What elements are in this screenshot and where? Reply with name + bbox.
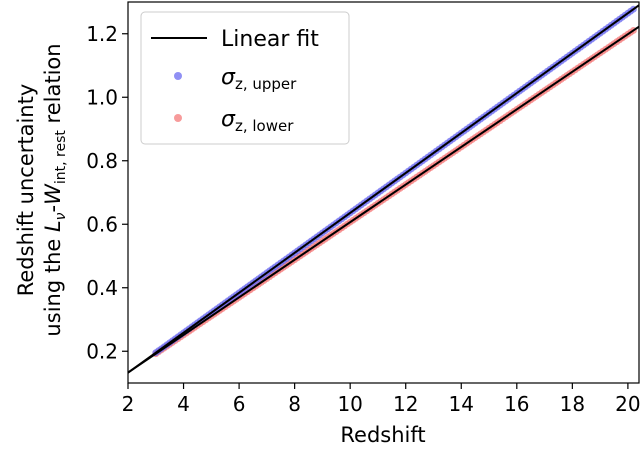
legend-fit-label: Linear fit bbox=[221, 27, 319, 52]
legend-lower-label: σz, lower bbox=[221, 107, 294, 135]
x-axis-label: Redshift bbox=[340, 423, 425, 447]
plot-frame bbox=[127, 1, 640, 384]
ylabel-W: W bbox=[41, 183, 65, 205]
x-tick-label: 12 bbox=[393, 392, 418, 416]
x-tick-label: 10 bbox=[337, 392, 362, 416]
x-tick-label: 18 bbox=[560, 392, 585, 416]
legend-upper-label: σz, upper bbox=[221, 65, 297, 93]
ylabel-suffix: relation bbox=[41, 43, 65, 130]
x-tick-label: 2 bbox=[122, 392, 135, 416]
y-axis-label: Redshift uncertainty using the Lν-Wint, … bbox=[14, 43, 69, 336]
ylabel-L: L bbox=[41, 220, 65, 232]
x-tick-label: 6 bbox=[233, 392, 246, 416]
ylabel-nu: ν bbox=[53, 212, 69, 220]
x-axis-ticks: 2 4 6 8 10 12 14 16 18 20 bbox=[122, 383, 641, 416]
x-tick-label: 14 bbox=[449, 392, 474, 416]
x-tick-label: 8 bbox=[288, 392, 301, 416]
fit-line-lower_fit bbox=[127, 25, 640, 374]
y-axis-label-line2: using the Lν-Wint, rest relation bbox=[41, 43, 69, 336]
fit-line-upper_fit bbox=[127, 4, 640, 374]
x-tick-label: 20 bbox=[615, 392, 640, 416]
y-tick-label: 0.8 bbox=[86, 149, 118, 173]
y-tick-label: 1.2 bbox=[86, 22, 118, 46]
fit-lines bbox=[127, 4, 640, 374]
ylabel-dash: - bbox=[41, 205, 65, 213]
legend: Linear fit σz, upper σz, lower bbox=[140, 11, 350, 145]
x-tick-label: 16 bbox=[504, 392, 529, 416]
y-axis-label-line1: Redshift uncertainty bbox=[14, 84, 38, 297]
legend-upper-marker bbox=[174, 72, 182, 80]
y-tick-label: 0.2 bbox=[86, 339, 118, 363]
ylabel-w-sub: int, rest bbox=[53, 130, 69, 185]
y-tick-label: 0.6 bbox=[86, 212, 118, 236]
legend-lower-sub: z, lower bbox=[235, 117, 294, 135]
y-tick-label: 1.0 bbox=[86, 85, 118, 109]
legend-lower-sigma: σ bbox=[221, 107, 236, 132]
legend-box bbox=[140, 11, 350, 145]
y-axis-ticks: 0.2 0.4 0.6 0.8 1.0 1.2 bbox=[86, 22, 128, 363]
legend-upper-sub: z, upper bbox=[235, 75, 297, 93]
x-tick-label: 4 bbox=[177, 392, 190, 416]
ylabel-prefix: using the bbox=[41, 232, 65, 337]
legend-lower-marker bbox=[174, 114, 182, 122]
legend-upper-sigma: σ bbox=[221, 65, 236, 90]
y-tick-label: 0.4 bbox=[86, 276, 118, 300]
